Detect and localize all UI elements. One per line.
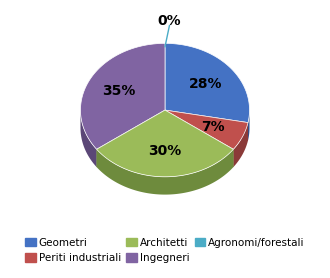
Polygon shape [81,111,97,167]
Polygon shape [97,110,233,177]
Polygon shape [165,110,248,140]
Text: 28%: 28% [189,77,222,91]
Polygon shape [81,43,165,149]
Polygon shape [248,110,249,140]
Text: 35%: 35% [102,84,135,98]
Polygon shape [233,123,248,167]
Polygon shape [165,110,233,167]
Polygon shape [97,110,165,167]
Legend: Geometri, Periti industriali, Architetti, Ingegneri, Agronomi/forestali: Geometri, Periti industriali, Architetti… [25,238,305,263]
Polygon shape [97,149,233,195]
Text: 30%: 30% [148,145,182,158]
Polygon shape [97,110,165,167]
Polygon shape [165,110,248,140]
Polygon shape [165,43,249,123]
Text: 0%: 0% [158,14,181,28]
Text: 7%: 7% [201,120,225,133]
Polygon shape [165,110,248,149]
Polygon shape [165,110,233,167]
